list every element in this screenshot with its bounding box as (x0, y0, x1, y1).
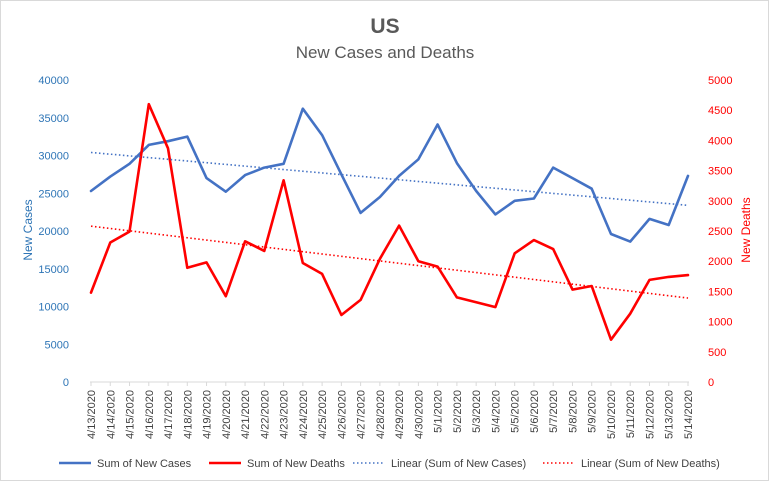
chart-title: US (370, 15, 399, 38)
plot-layer: 0500010000150002000025000300003500040000… (38, 75, 732, 439)
left-axis-tick: 15000 (38, 264, 69, 276)
right-axis-tick: 1500 (708, 286, 732, 298)
x-axis-tick-label: 4/30/2020 (413, 390, 425, 439)
left-axis-tick: 30000 (38, 151, 69, 163)
left-axis-tick: 0 (63, 377, 69, 389)
x-axis-tick-label: 4/15/2020 (125, 390, 137, 439)
x-axis-tick-label: 5/9/2020 (587, 390, 599, 433)
legend: Sum of New Cases Sum of New Deaths Linear … (59, 458, 720, 470)
left-axis-tick: 20000 (38, 226, 69, 238)
x-axis-tick-label: 5/14/2020 (683, 390, 695, 439)
x-axis-tick-label: 5/13/2020 (664, 390, 676, 439)
left-axis-tick: 40000 (38, 75, 69, 87)
x-axis-tick-label: 4/25/2020 (317, 390, 329, 439)
x-axis-tick-label: 4/24/2020 (298, 390, 310, 439)
x-axis-tick-label: 4/17/2020 (163, 390, 175, 439)
x-axis-tick-label: 4/21/2020 (240, 390, 252, 439)
x-axis-tick-label: 5/12/2020 (644, 390, 656, 439)
left-axis-tick: 10000 (38, 302, 69, 314)
right-axis-tick: 3000 (708, 196, 732, 208)
legend-label-linear-sum-of-new-cases: Linear (Sum of New Cases) (391, 458, 526, 470)
chart-subtitle: New Cases and Deaths (296, 43, 475, 62)
x-axis-tick-label: 5/3/2020 (471, 390, 483, 433)
x-axis-tick-label: 4/27/2020 (356, 390, 368, 439)
left-axis-tick: 5000 (45, 339, 69, 351)
legend-label-sum-of-new-deaths: Sum of New Deaths (247, 458, 345, 470)
x-axis-tick-label: 5/10/2020 (606, 390, 618, 439)
right-axis-tick: 2500 (708, 226, 732, 238)
x-axis-tick-label: 4/19/2020 (202, 390, 214, 439)
legend-label-linear-sum-of-new-deaths: Linear (Sum of New Deaths) (581, 458, 720, 470)
x-axis-tick-label: 5/5/2020 (510, 390, 522, 433)
right-axis-tick: 5000 (708, 75, 732, 87)
right-axis-tick: 0 (708, 377, 714, 389)
series-line-sum-of-new-cases (89, 107, 690, 243)
trendline-linear-sum-of-new-deaths (90, 225, 689, 299)
x-axis-tick-label: 5/7/2020 (548, 390, 560, 433)
right-axis-tick: 500 (708, 347, 726, 359)
right-axis-tick: 4500 (708, 105, 732, 117)
x-axis-tick-label: 5/11/2020 (625, 390, 637, 438)
x-axis-tick-label: 4/29/2020 (394, 390, 406, 439)
x-axis-tick-label: 4/23/2020 (279, 390, 291, 439)
right-axis-tick: 4000 (708, 135, 732, 147)
x-axis-tick-label: 4/28/2020 (375, 390, 387, 439)
x-axis-tick-label: 5/4/2020 (490, 390, 502, 433)
right-axis-tick: 3500 (708, 166, 732, 178)
x-axis-tick-label: 4/26/2020 (336, 390, 348, 439)
right-axis-tick: 2000 (708, 256, 732, 268)
x-axis-tick-label: 4/18/2020 (182, 390, 194, 439)
left-axis-title: New Cases (21, 199, 35, 260)
left-axis-tick: 35000 (38, 113, 69, 125)
x-axis-tick-label: 4/16/2020 (144, 390, 156, 439)
trendline-linear-sum-of-new-cases (90, 151, 689, 207)
left-axis-tick: 25000 (38, 188, 69, 200)
x-axis-tick-label: 4/20/2020 (221, 390, 233, 439)
right-axis-tick: 1000 (708, 317, 732, 329)
x-axis-tick-label: 5/8/2020 (567, 390, 579, 433)
x-axis-tick-label: 4/22/2020 (259, 390, 271, 439)
right-axis-title: New Deaths (739, 197, 753, 262)
x-axis-tick-label: 4/13/2020 (86, 390, 98, 439)
x-axis-tick-label: 5/1/2020 (433, 390, 445, 433)
legend-label-sum-of-new-cases: Sum of New Cases (97, 458, 192, 470)
x-axis-tick-label: 5/6/2020 (529, 390, 541, 433)
x-axis-tick-label: 4/14/2020 (105, 390, 117, 439)
x-axis-tick-label: 5/2/2020 (452, 390, 464, 433)
